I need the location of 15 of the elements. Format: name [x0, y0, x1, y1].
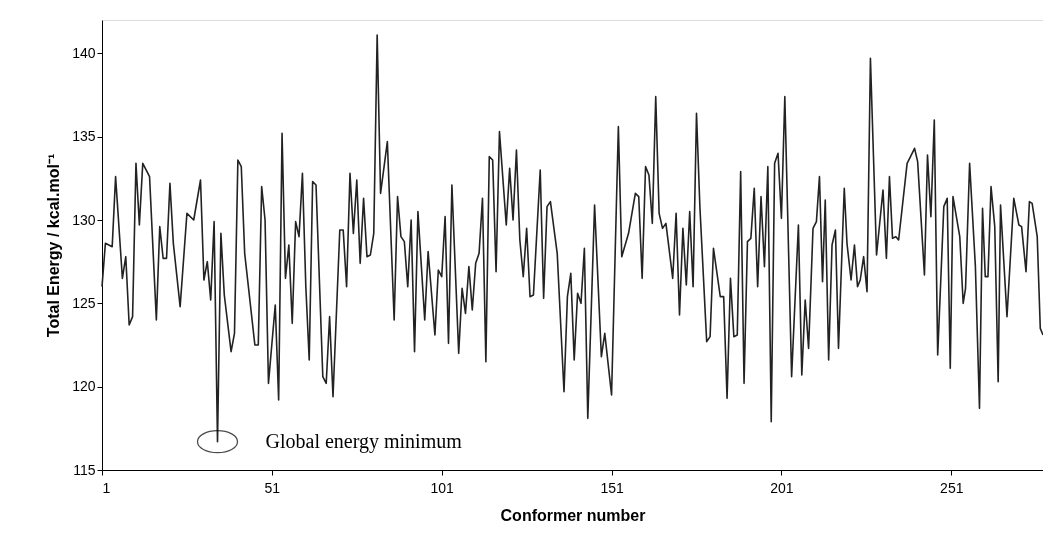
y-tick-label: 135 — [72, 128, 96, 145]
y-tick-label: 130 — [72, 211, 96, 228]
x-axis-title: Conformer number — [500, 506, 646, 524]
y-tick-label: 115 — [73, 461, 96, 478]
y-axis-title: Total Energy / kcal.mol⁻¹ — [45, 153, 63, 338]
y-tick-label: 125 — [72, 294, 96, 311]
x-tick-label: 251 — [940, 479, 964, 496]
x-tick-label: 1 — [102, 479, 111, 496]
x-tick-label: 201 — [770, 479, 794, 496]
x-tick-label: 151 — [600, 479, 624, 496]
y-tick-label: 140 — [72, 44, 96, 61]
annotation: Global energy minimum — [265, 429, 463, 453]
x-tick-label: 101 — [430, 479, 455, 496]
x-tick-label: 51 — [264, 479, 281, 496]
y-tick-label: 120 — [72, 378, 96, 395]
